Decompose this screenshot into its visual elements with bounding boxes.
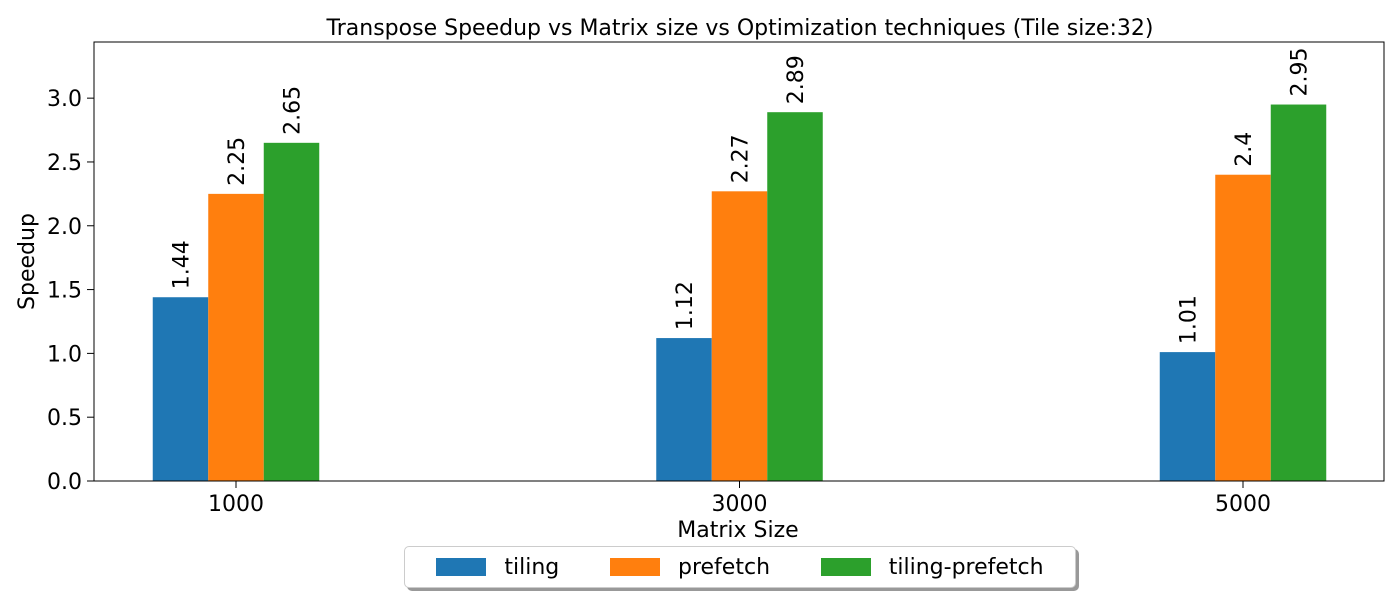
bar-label-tiling-prefetch-1000: 2.65 xyxy=(281,86,306,135)
legend-item-tiling-prefetch: tiling-prefetch xyxy=(820,554,1044,580)
plot-frame xyxy=(93,41,1385,482)
legend-swatch-tiling xyxy=(436,558,487,576)
y-tick-label: 1.5 xyxy=(47,279,82,304)
bar-label-tiling-prefetch-5000: 2.95 xyxy=(1288,48,1313,97)
y-axis-label: Speedup xyxy=(15,213,40,310)
x-axis-label: Matrix Size xyxy=(677,518,798,543)
y-tick-label: 3.0 xyxy=(47,87,82,112)
bar-prefetch-3000 xyxy=(711,191,768,482)
bar-tiling-prefetch-5000 xyxy=(1270,104,1327,481)
y-axis: 0.0 0.5 1.0 1.5 2.0 2.5 3.0 xyxy=(47,87,94,495)
bar-tiling-5000 xyxy=(1159,352,1216,481)
y-tick-label: 0.5 xyxy=(47,406,82,431)
legend-item-tiling: tiling xyxy=(436,555,559,580)
bar-label-tiling-1000: 1.44 xyxy=(170,240,195,289)
legend-swatch-tiling-prefetch xyxy=(820,558,871,576)
legend-item-prefetch: prefetch xyxy=(610,555,770,580)
legend-label-tiling: tiling xyxy=(504,554,560,580)
bar-tiling-prefetch-3000 xyxy=(767,112,823,481)
chart-title: Transpose Speedup vs Matrix size vs Opti… xyxy=(326,16,1154,41)
bar-label-tiling-3000: 1.12 xyxy=(673,281,698,330)
legend: tiling prefetch tiling-prefetch xyxy=(404,546,1076,588)
bar-label-prefetch-5000: 2.4 xyxy=(1232,132,1257,167)
x-axis: 1000 3000 5000 xyxy=(208,481,1271,517)
bar-prefetch-5000 xyxy=(1215,174,1271,481)
bar-tiling-1000 xyxy=(152,297,209,481)
x-tick-label: 5000 xyxy=(1215,492,1271,517)
y-tick-label: 2.0 xyxy=(47,215,82,240)
y-tick-label: 2.5 xyxy=(47,151,82,176)
legend-swatch-prefetch xyxy=(610,558,660,576)
legend-label-prefetch: prefetch xyxy=(678,554,771,580)
bar-label-tiling-prefetch-3000: 2.89 xyxy=(784,55,809,104)
x-tick-label: 3000 xyxy=(712,492,768,517)
bar-label-tiling-5000: 1.01 xyxy=(1177,295,1202,344)
bar-label-prefetch-3000: 2.27 xyxy=(729,134,754,183)
bar-tiling-3000 xyxy=(656,338,712,481)
x-tick-label: 1000 xyxy=(208,492,264,517)
y-tick-label: 1.0 xyxy=(47,342,82,367)
bar-labels-group: 1.44 1.12 1.01 2.25 2.27 2.4 2.65 2.89 2.95 xyxy=(170,48,1313,345)
y-tick-label: 0.0 xyxy=(47,470,82,495)
bar-label-prefetch-1000: 2.25 xyxy=(225,137,250,186)
bar-tiling-prefetch-1000 xyxy=(263,142,320,481)
legend-label-tiling-prefetch: tiling-prefetch xyxy=(888,554,1044,580)
bars-group xyxy=(152,104,1327,482)
bar-prefetch-1000 xyxy=(208,193,264,481)
